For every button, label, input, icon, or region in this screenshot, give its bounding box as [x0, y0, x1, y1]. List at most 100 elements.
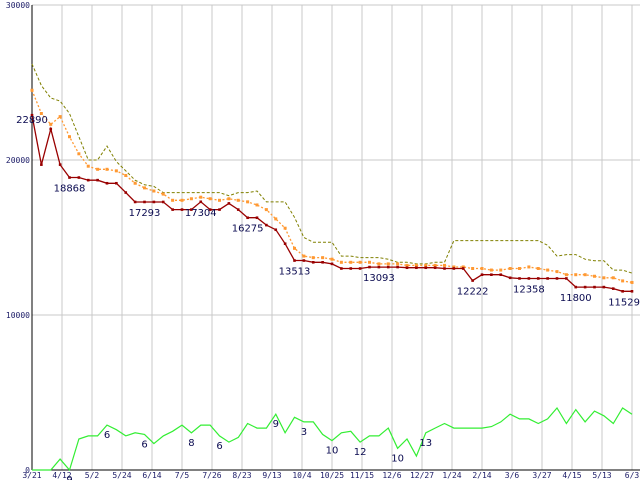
series-average-point — [255, 203, 259, 207]
series-main-point — [518, 277, 521, 280]
series-main-point — [461, 267, 465, 270]
series-average-point — [424, 263, 428, 267]
series-main-point — [49, 127, 53, 131]
series-main-point — [358, 267, 362, 270]
series-average-point — [236, 198, 240, 202]
series-main-point — [443, 267, 446, 270]
series-average-point — [377, 262, 381, 266]
data-label: 9 — [66, 475, 72, 480]
series-average-point — [77, 152, 81, 156]
series-average-point — [508, 267, 512, 270]
series-average-point — [499, 268, 503, 272]
x-tick-label: 7/26 — [202, 471, 221, 480]
data-label: 9 — [273, 419, 279, 430]
series-main-point — [480, 273, 484, 276]
x-tick-label: 8/23 — [232, 471, 251, 480]
x-tick-label: 5/24 — [112, 471, 131, 480]
data-label: 12 — [354, 447, 367, 458]
series-average-point — [611, 276, 615, 280]
series-main-point — [499, 273, 503, 276]
series-average-line — [31, 90, 633, 284]
series-average-point — [574, 273, 578, 277]
data-label: 17304 — [185, 208, 217, 219]
series-main-point — [86, 178, 90, 182]
series-main-point — [293, 259, 296, 262]
series-average-point — [68, 135, 71, 139]
series-main-point — [405, 266, 409, 270]
series-average-point — [518, 267, 521, 270]
y-tick-label: 30000 — [6, 1, 30, 10]
series-main-point — [555, 277, 559, 280]
series-average-point — [283, 226, 287, 230]
series-secondary-line — [32, 406, 633, 472]
series-main-point — [152, 200, 156, 204]
series-average-point — [39, 112, 43, 115]
series-average-point — [433, 263, 437, 267]
series-main-point — [546, 277, 549, 280]
series-main-point — [208, 208, 212, 211]
series-average-point — [386, 262, 390, 266]
series-average-point — [302, 254, 306, 258]
y-tick-label: 20000 — [6, 156, 30, 165]
series-average-point — [199, 195, 203, 199]
series-average-point — [274, 217, 278, 221]
series-average-point — [471, 267, 475, 270]
x-tick-label: 12/6 — [382, 471, 401, 480]
data-label: 11800 — [560, 293, 592, 304]
series-main-point — [415, 266, 418, 270]
series-main-point — [283, 242, 287, 245]
series-main-point — [96, 178, 99, 182]
x-tick-labels: 3/21 4/12 5/2 5/24 6/14 7/5 7/26 8/23 9/13 10/4 10… — [22, 471, 639, 480]
series-main-point — [77, 176, 81, 179]
series-main-point — [115, 181, 118, 185]
series-main-point — [630, 290, 634, 293]
series-main-point — [218, 208, 221, 211]
series-average-point — [630, 280, 634, 284]
series-average-point — [349, 260, 353, 264]
series-average-point — [124, 174, 128, 177]
series-main-point — [377, 265, 381, 269]
series-average-point — [368, 260, 371, 264]
series-main-point — [124, 191, 128, 194]
series-average-point — [321, 256, 325, 260]
series-main-point — [433, 266, 437, 270]
data-label: 18868 — [54, 184, 86, 195]
series-average-point — [452, 265, 456, 269]
series-main-point — [161, 200, 165, 204]
series-main-point — [68, 176, 71, 179]
series-average-point — [414, 263, 418, 267]
series-average-point — [180, 198, 184, 202]
x-tick-label: 10/25 — [320, 471, 344, 480]
y-tick-labels: 0 10000 20000 30000 — [6, 1, 30, 475]
series-main-point — [40, 163, 43, 166]
series-main-point — [255, 216, 259, 220]
series-average-point — [583, 273, 587, 277]
series-average-point — [293, 246, 296, 250]
data-label: 12358 — [513, 284, 545, 295]
series-average-point — [546, 268, 550, 272]
y-tick-label: 0 — [25, 466, 30, 475]
series-average-point — [96, 167, 100, 171]
series-main-point — [246, 216, 249, 220]
series-average-point — [86, 164, 90, 168]
series-average-point — [246, 200, 250, 204]
x-tick-label: 3/21 — [22, 471, 41, 480]
x-tick-label: 3/6 — [505, 471, 520, 480]
series-average-point — [602, 276, 606, 280]
data-label: 3 — [301, 427, 307, 438]
series-main-point — [274, 228, 278, 232]
series-average-point — [105, 167, 109, 171]
series-average-point — [49, 122, 53, 126]
x-tick-label: 12/27 — [410, 471, 434, 480]
x-tick-label: 6/3 — [625, 471, 640, 480]
x-tick-label: 7/5 — [175, 471, 190, 480]
series-main-point — [330, 262, 334, 266]
series-average-point — [555, 270, 559, 274]
series-main-point — [171, 208, 174, 211]
data-label: 8 — [188, 438, 194, 449]
series-average-point — [330, 257, 334, 261]
series-average-point — [396, 262, 400, 266]
series-average-point — [489, 268, 493, 272]
series-main-point — [302, 259, 306, 262]
